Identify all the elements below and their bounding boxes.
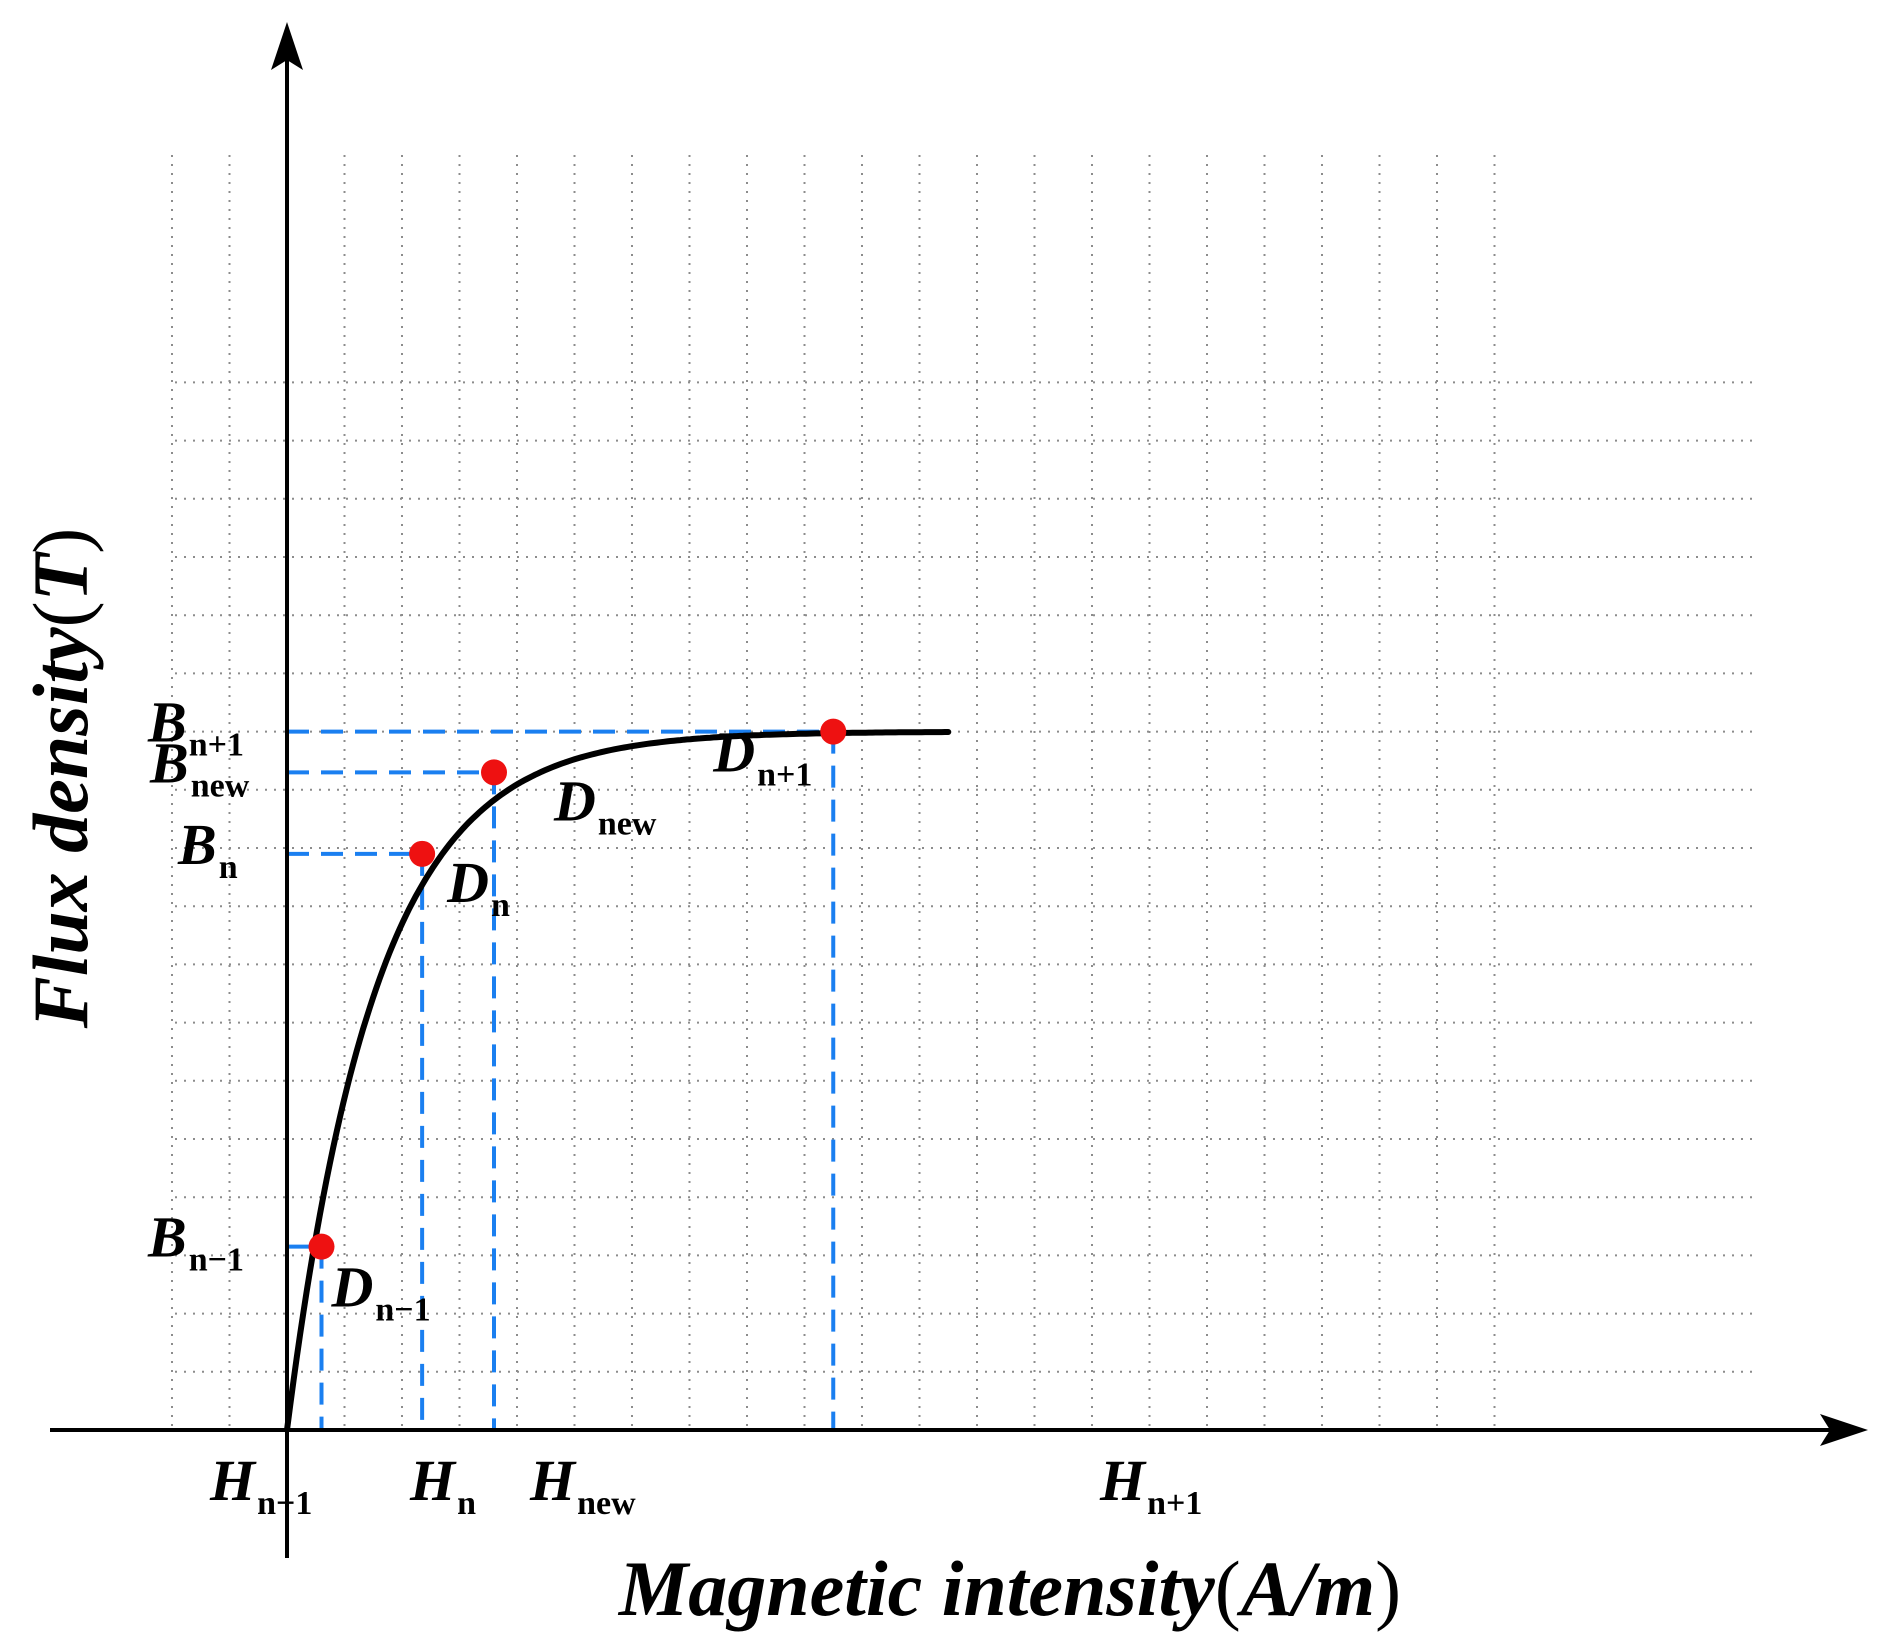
point-marker-n bbox=[409, 840, 436, 867]
x-axis-close-paren: ) bbox=[1375, 1545, 1401, 1632]
x-axis-arrowhead bbox=[1820, 1414, 1868, 1446]
point-marker-n+1 bbox=[820, 718, 847, 745]
x-axis-unit: A/m bbox=[1236, 1545, 1375, 1632]
x-axis-title: Magnetic intensity(A/m) bbox=[617, 1545, 1401, 1632]
b-label-new: Bnew bbox=[149, 730, 250, 804]
h-label-n+1: Hn+1 bbox=[1099, 1448, 1202, 1522]
y-axis-close-paren: ) bbox=[17, 528, 104, 554]
y-axis-name: Flux density bbox=[17, 627, 104, 1029]
y-axis-unit: T bbox=[17, 550, 104, 601]
b-label-n: Bn bbox=[177, 812, 238, 886]
operating-points bbox=[308, 718, 847, 1260]
axes bbox=[50, 22, 1868, 1558]
point-marker-new bbox=[481, 759, 507, 786]
background-grid bbox=[171, 155, 1755, 1430]
h-label-n-1: Hn−1 bbox=[209, 1448, 312, 1522]
h-label-n: Hn bbox=[409, 1448, 476, 1522]
point-label-n+1: Dn+1 bbox=[712, 720, 812, 794]
b-label-n-1: Bn−1 bbox=[147, 1205, 244, 1279]
y-axis-title: Flux density(T) bbox=[17, 528, 104, 1030]
point-label-n-1: Dn−1 bbox=[331, 1255, 431, 1329]
point-label-n: Dn bbox=[446, 850, 510, 924]
y-axis-arrowhead bbox=[271, 22, 303, 70]
x-axis-name: Magnetic intensity bbox=[617, 1545, 1215, 1632]
guide-lines bbox=[287, 729, 836, 1430]
point-labels: Dn−1 Hn−1 Bn−1 Dn Hn Bn Dnew Hnew Bnew Dn+1 Hn+1 Bn… bbox=[147, 690, 1202, 1522]
point-label-new: Dnew bbox=[553, 768, 657, 842]
h-label-new: Hnew bbox=[529, 1448, 636, 1522]
b-label-n+1: Bn+1 bbox=[147, 690, 244, 764]
y-axis-open-paren: ( bbox=[17, 601, 104, 627]
x-axis-open-paren: ( bbox=[1215, 1545, 1241, 1632]
point-marker-n-1 bbox=[308, 1233, 335, 1260]
